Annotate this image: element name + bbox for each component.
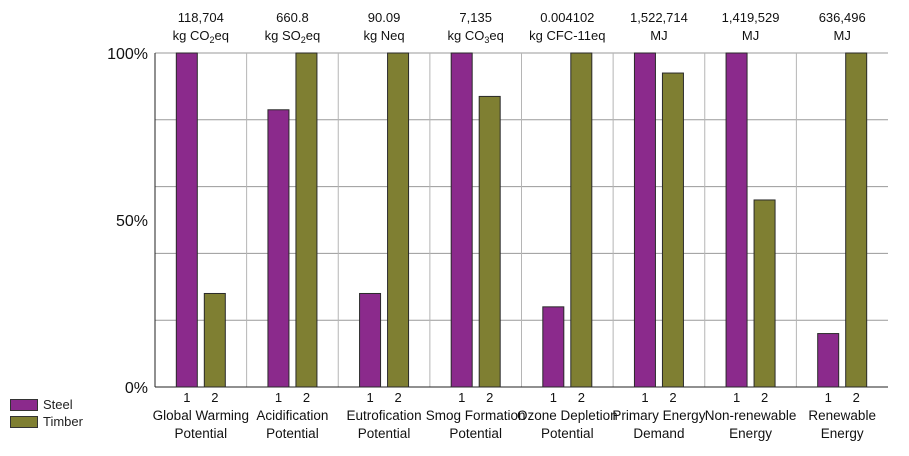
bar-steel [267, 109, 290, 388]
category-value-label: 7,135 [459, 10, 492, 25]
category-value-label: kg SO2eq [265, 28, 321, 45]
bar-number-label: 2 [761, 390, 768, 405]
bar-number-label: 2 [578, 390, 585, 405]
bar-steel [633, 52, 656, 388]
bar-number-label: 1 [458, 390, 465, 405]
category-value-label: 636,496 [819, 10, 866, 25]
category-value-label: MJ [742, 28, 759, 43]
bar-timber [478, 95, 501, 388]
legend-swatch-timber [10, 415, 38, 428]
bar-number-label: 1 [366, 390, 373, 405]
bar-number-label: 1 [825, 390, 832, 405]
bar-steel [175, 52, 198, 388]
category-label: Potential [358, 426, 411, 441]
bar-number-label: 2 [211, 390, 218, 405]
category-value-label: 90.09 [368, 10, 401, 25]
category-value-label: MJ [650, 28, 667, 43]
legend-label-timber: Timber [43, 414, 83, 429]
category-value-label: 1,419,529 [722, 10, 780, 25]
bar-number-label: 2 [486, 390, 493, 405]
category-label: Energy [821, 426, 864, 441]
bar-number-label: 2 [394, 390, 401, 405]
category-label: Ozone Depletion [517, 408, 618, 423]
legend: Steel Timber [10, 396, 83, 430]
category-label: Primary Energy [612, 408, 705, 423]
category-value-label: kg Neq [363, 28, 404, 43]
bar-steel [725, 52, 748, 388]
legend-swatch-steel [10, 398, 38, 411]
bar-timber [203, 292, 226, 388]
y-tick-label: 0% [125, 380, 148, 397]
category-label: Eutrofication [347, 408, 422, 423]
bar-timber [661, 72, 684, 388]
bar-timber [570, 52, 593, 388]
legend-item-timber: Timber [10, 413, 83, 430]
category-label: Global Warming [153, 408, 249, 423]
category-value-label: 118,704 [178, 10, 224, 25]
bar-number-label: 2 [853, 390, 860, 405]
y-tick-label: 50% [116, 213, 148, 230]
category-value-label: 660.8 [276, 10, 309, 25]
bar-number-label: 1 [733, 390, 740, 405]
bar-number-label: 1 [183, 390, 190, 405]
category-label: Acidification [256, 408, 328, 423]
y-tick-label: 100% [107, 46, 148, 63]
bar-timber [387, 52, 410, 388]
bar-number-label: 2 [303, 390, 310, 405]
category-value-label: MJ [834, 28, 851, 43]
bar-number-label: 1 [641, 390, 648, 405]
bar-number-label: 2 [669, 390, 676, 405]
bar-steel [359, 292, 382, 388]
bar-timber [845, 52, 868, 388]
category-label: Energy [729, 426, 772, 441]
category-label: Renewable [808, 408, 876, 423]
legend-item-steel: Steel [10, 396, 83, 413]
category-value-label: kg CO3eq [448, 28, 504, 45]
bar-number-label: 1 [275, 390, 282, 405]
category-label: Potential [266, 426, 319, 441]
bar-timber [753, 199, 776, 388]
category-label: Potential [175, 426, 228, 441]
bar-steel [817, 333, 840, 388]
category-label: Demand [633, 426, 684, 441]
bar-timber [295, 52, 318, 388]
category-value-label: 0.004102 [540, 10, 594, 25]
category-label: Smog Formation [426, 408, 526, 423]
bar-steel [450, 52, 473, 388]
category-value-label: kg CFC-11eq [529, 28, 605, 43]
category-value-label: 1,522,714 [630, 10, 688, 25]
category-label: Potential [449, 426, 502, 441]
category-label: Non-renewable [705, 408, 797, 423]
bar-number-label: 1 [550, 390, 557, 405]
legend-label-steel: Steel [43, 397, 73, 412]
category-label: Potential [541, 426, 594, 441]
bar-steel [542, 306, 565, 388]
category-value-label: kg CO2eq [173, 28, 229, 45]
